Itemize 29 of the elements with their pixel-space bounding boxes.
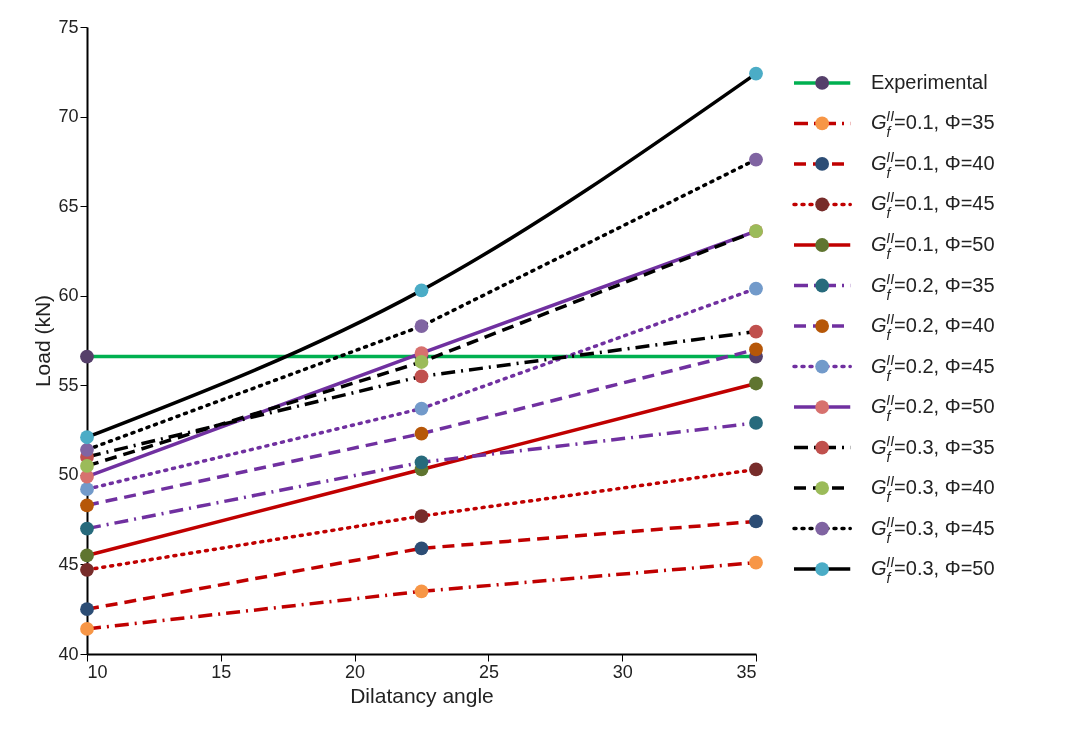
y-tick-label: 75 — [58, 16, 79, 37]
x-tick-label: 35 — [736, 661, 757, 682]
x-tick-label: 20 — [345, 661, 366, 682]
legend-label: G$_{f}$$^{II}$=0.3, Φ=45 — [870, 513, 995, 546]
legend-label: G$_{f}$$^{II}$=0.3, Φ=35 — [870, 432, 995, 465]
y-tick-label: 60 — [58, 285, 79, 306]
legend-label: G$_{f}$$^{II}$=0.2, Φ=40 — [870, 311, 995, 344]
x-axis-title: Dilatancy angle — [350, 683, 494, 707]
legend-label: G$_{f}$$^{II}$=0.1, Φ=35 — [870, 108, 995, 141]
legend-label: G$_{f}$$^{II}$=0.3, Φ=50 — [870, 554, 995, 587]
legend-label: G$_{f}$$^{II}$=0.1, Φ=40 — [870, 148, 995, 181]
legend-label: Experimental — [870, 70, 988, 93]
y-tick-label: 40 — [58, 643, 79, 664]
x-tick-label: 15 — [211, 661, 232, 682]
legend-label: G$_{f}$$^{II}$=0.2, Φ=35 — [870, 270, 995, 303]
legend-label: G$_{f}$$^{II}$=0.1, Φ=50 — [870, 230, 995, 262]
y-tick-label: 55 — [58, 374, 79, 395]
y-tick-label: 65 — [58, 195, 79, 216]
y-tick-label: 45 — [58, 553, 79, 574]
x-tick-label: 30 — [612, 661, 633, 682]
y-tick-label: 50 — [58, 464, 79, 485]
legend-label: G$_{f}$$^{II}$=0.1, Φ=45 — [870, 189, 995, 222]
x-tick-label: 10 — [87, 661, 108, 682]
legend-label: G$_{f}$$^{II}$=0.2, Φ=45 — [870, 351, 995, 384]
y-axis-title: Load (kN) — [31, 294, 55, 388]
x-tick-label: 25 — [478, 661, 499, 682]
y-tick-label: 70 — [58, 106, 79, 127]
legend-label: G$_{f}$$^{II}$=0.3, Φ=40 — [870, 473, 995, 506]
legend-label: G$_{f}$$^{II}$=0.2, Φ=50 — [870, 392, 995, 425]
